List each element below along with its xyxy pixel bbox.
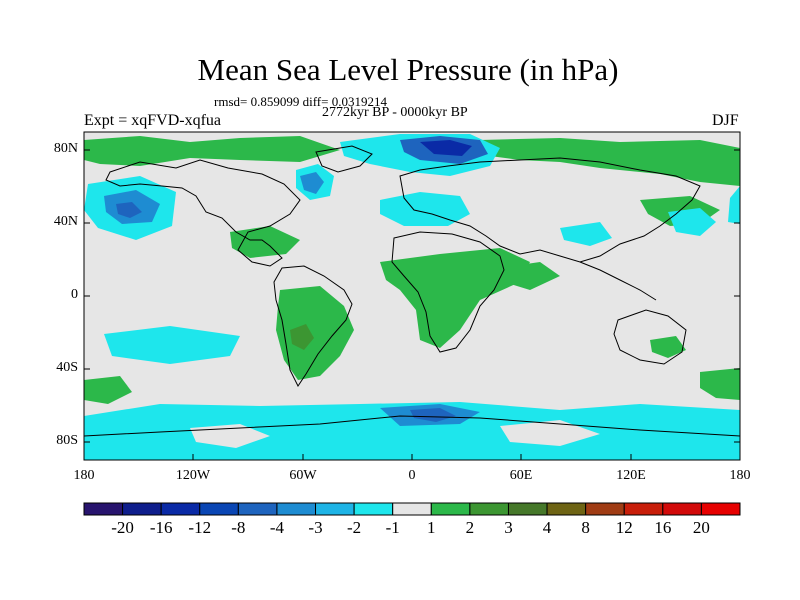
south-america-positive-core (290, 324, 314, 350)
siberia-positive-anomaly (480, 138, 740, 186)
mediterranean-negative-anomaly (380, 192, 470, 226)
eurasia-coast (399, 157, 701, 263)
period-subtitle: 2772kyr BP - 0000kyr BP (322, 105, 468, 120)
arctic-positive-anomaly (84, 136, 340, 166)
dateline-negative-anomaly (728, 186, 740, 224)
map-field (84, 132, 740, 460)
y-tick-label: 40S (56, 360, 78, 375)
x-tick-label: 60W (289, 468, 317, 483)
colorbar-label: 12 (615, 518, 633, 537)
x-tick-label: 60E (509, 468, 533, 483)
map-title: Mean Sea Level Pressure (in hPa) (197, 52, 619, 87)
y-tick-label: 40N (53, 214, 78, 229)
africa-positive-anomaly (380, 248, 530, 348)
colorbar-label: 2 (465, 518, 475, 537)
y-tick-label: 80N (53, 141, 78, 156)
colorbar-swatch (122, 502, 162, 516)
axis-ticks (84, 149, 740, 460)
x-tick-label: 180 (729, 468, 751, 483)
south-america-positive-anomaly (276, 286, 354, 380)
stats-subtitle: rmsd= 0.859099 diff= 0.0319214 (214, 94, 387, 109)
africa-coast (391, 231, 505, 353)
scandinavia-negative-core-deep (420, 140, 472, 156)
colorbar-swatch (469, 502, 509, 516)
colorbar-swatch (546, 502, 587, 516)
season-label: DJF (712, 112, 739, 129)
coastlines (84, 145, 740, 437)
colorbar-swatch (199, 502, 239, 516)
colorbar-label: 1 (427, 518, 436, 537)
colorbar-label: -12 (188, 518, 212, 537)
colorbar-swatch (276, 502, 317, 516)
antarctic-negative-band (84, 402, 740, 460)
colorbar-swatch (392, 502, 432, 516)
australia-coast (613, 309, 687, 365)
colorbar-swatch (700, 502, 741, 516)
antarctic-neutral-patch (500, 420, 600, 446)
colorbar-swatch (315, 502, 355, 516)
south-pacific-positive-anomaly-west (84, 376, 132, 404)
indonesia-islands (579, 261, 657, 301)
x-tick-label: 180 (73, 468, 95, 483)
arabian-sea-positive-anomaly (498, 262, 560, 290)
x-tick-label: 0 (408, 468, 416, 483)
antarctica-coast (84, 415, 740, 437)
colorbar-label: -4 (269, 518, 285, 537)
south-pacific-negative-band (104, 326, 240, 364)
colorbar-label: -1 (385, 518, 400, 537)
greenland-coast (315, 145, 373, 173)
colorbar-label: 3 (504, 518, 513, 537)
tibet-negative-anomaly (560, 222, 612, 246)
colorbar-label: -2 (347, 518, 362, 537)
colorbar-swatch (623, 502, 664, 516)
colorbar-swatch (430, 502, 471, 516)
pacific-negative-anomaly (668, 208, 716, 236)
colorbar-label: -20 (111, 518, 134, 537)
colorbar-label: 20 (692, 518, 710, 537)
colorbar-label: 4 (542, 518, 552, 537)
colorbar-label: -3 (308, 518, 323, 537)
labrador-negative-core (300, 172, 324, 194)
experiment-label: Expt = xqFVD-xqfua (84, 112, 222, 129)
south-america-coast (273, 265, 353, 387)
y-tick-label: 0 (71, 287, 78, 302)
australia-positive-anomaly (650, 336, 686, 358)
colorbar-swatch (662, 502, 702, 516)
y-tick-label: 80S (56, 433, 78, 448)
south-pacific-positive-anomaly-east (700, 368, 740, 400)
aleutian-negative-core-deep (116, 202, 142, 218)
colorbar-swatch (237, 502, 278, 516)
x-tick-label: 120E (616, 468, 646, 483)
colorbar-label: 8 (581, 518, 590, 537)
colorbar-swatch (585, 502, 625, 516)
colorbar-swatch (160, 502, 201, 516)
colorbar-label: -8 (231, 518, 246, 537)
north-america-coast (105, 159, 301, 267)
colorbar-swatch (353, 502, 394, 516)
weddell-negative-core-deep (410, 408, 456, 422)
colorbar-label: -16 (149, 518, 173, 537)
x-tick-label: 120W (175, 468, 211, 483)
colorbar-label: 16 (654, 518, 672, 537)
colorbar-swatch (83, 502, 124, 516)
colorbar-swatch (507, 502, 548, 516)
colorbar (83, 502, 741, 516)
